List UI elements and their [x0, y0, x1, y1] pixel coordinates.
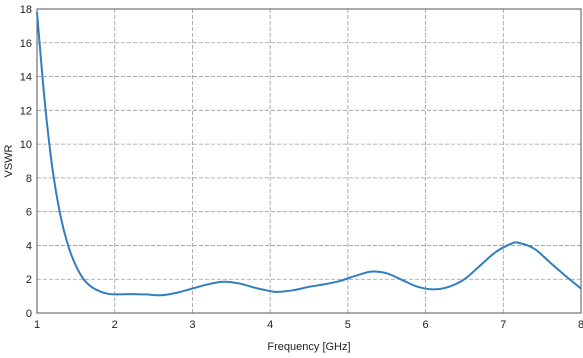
y-tick-label: 10: [20, 139, 32, 151]
y-tick-label: 4: [26, 240, 32, 252]
y-tick-label: 18: [20, 4, 32, 16]
y-tick-label: 16: [20, 38, 32, 50]
x-tick-label: 1: [34, 319, 40, 331]
x-axis-title: Frequency [GHz]: [267, 341, 350, 353]
y-tick-label: 0: [26, 308, 32, 320]
y-tick-label: 2: [26, 274, 32, 286]
vswr-series-line: [36, 12, 582, 297]
x-tick-label: 2: [112, 319, 118, 331]
y-tick-label: 14: [20, 72, 32, 84]
grid-lines: [37, 9, 581, 313]
x-tick-label: 6: [423, 319, 429, 331]
series-layer: [36, 12, 582, 297]
y-tick-label: 6: [26, 207, 32, 219]
x-tick-label: 3: [189, 319, 195, 331]
y-tick-label: 12: [20, 105, 32, 117]
y-tick-label: 8: [26, 173, 32, 185]
y-axis-title: VSWR: [3, 144, 15, 177]
x-tick-label: 7: [500, 319, 506, 331]
plot-area-frame: [36, 8, 582, 314]
x-tick-label: 8: [578, 319, 583, 331]
x-tick-label: 5: [345, 319, 351, 331]
x-tick-label: 4: [267, 319, 273, 331]
